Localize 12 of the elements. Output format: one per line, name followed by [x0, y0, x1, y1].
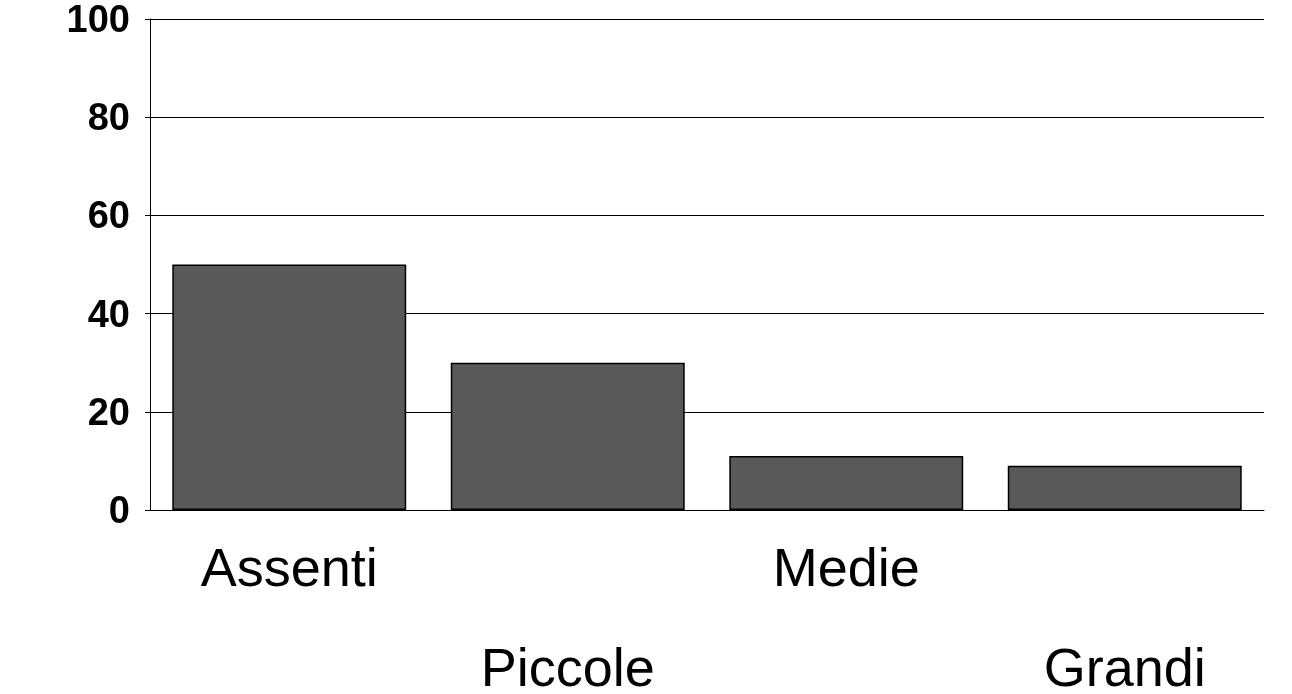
y-tick-label: 20 [87, 390, 130, 433]
y-tick-label: 60 [87, 194, 130, 237]
y-tick-label: 0 [108, 489, 130, 531]
x-tick-label: Assenti [200, 537, 378, 597]
bar [1007, 465, 1242, 510]
x-tick-label: Grandi [1043, 637, 1206, 694]
y-tick-label: 40 [87, 292, 130, 335]
x-tick-label: Piccole [480, 637, 655, 694]
y-tick-label: 100 [66, 0, 130, 40]
x-tick-label: Medie [772, 537, 920, 597]
bar [729, 455, 964, 510]
y-tick-label: 80 [87, 96, 130, 139]
